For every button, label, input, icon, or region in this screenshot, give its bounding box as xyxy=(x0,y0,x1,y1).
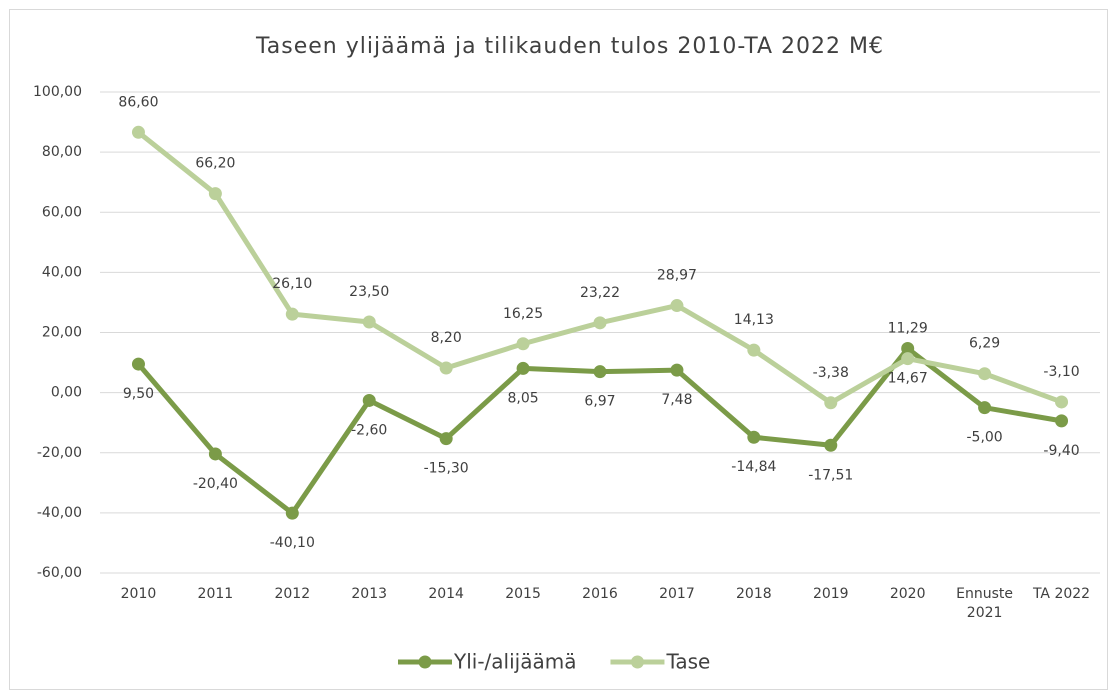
data-label: 16,25 xyxy=(503,306,543,322)
point xyxy=(362,393,376,407)
y-tick-label: 100,00 xyxy=(33,84,82,100)
data-label: 7,48 xyxy=(661,392,692,408)
point xyxy=(978,401,992,415)
x-tick-label: 2017 xyxy=(659,586,695,602)
x-tick-label: 2013 xyxy=(351,586,388,602)
data-label: 23,50 xyxy=(349,284,389,300)
point xyxy=(516,337,530,351)
data-label: 8,20 xyxy=(431,330,462,346)
data-label: 28,97 xyxy=(657,268,697,284)
data-label: -9,40 xyxy=(1043,443,1079,459)
y-tick-label: -20,00 xyxy=(37,445,82,461)
data-label: 23,22 xyxy=(580,285,620,301)
y-tick-label: 40,00 xyxy=(42,264,82,280)
x-tick-label: 2015 xyxy=(505,586,541,602)
x-tick-label: 2012 xyxy=(274,586,311,602)
point xyxy=(593,316,607,330)
x-tick-label: Ennuste 2021 xyxy=(956,586,1014,621)
point xyxy=(208,187,222,201)
data-label: -15,30 xyxy=(424,461,469,477)
x-tick-label: 2010 xyxy=(120,586,157,602)
x-tick-label: 2019 xyxy=(812,586,849,602)
legend-marker xyxy=(418,655,432,669)
y-tick-label: 20,00 xyxy=(42,325,82,341)
y-tick-label: -60,00 xyxy=(37,565,82,581)
y-tick-label: -40,00 xyxy=(37,505,82,521)
data-label: 11,29 xyxy=(888,321,928,337)
data-label: 9,50 xyxy=(123,386,154,402)
data-label: 14,67 xyxy=(888,371,928,387)
y-tick-label: 80,00 xyxy=(42,144,82,160)
x-tick-label: 2016 xyxy=(582,586,618,602)
chart-frame xyxy=(9,9,1108,690)
data-label: 6,97 xyxy=(584,394,615,410)
data-label: 6,29 xyxy=(969,336,1000,352)
point xyxy=(285,506,299,520)
point xyxy=(670,363,684,377)
y-tick-label: 60,00 xyxy=(42,204,82,220)
data-label: -14,84 xyxy=(731,459,776,475)
point xyxy=(670,299,684,313)
x-tick-label: 2011 xyxy=(197,586,234,602)
point xyxy=(824,438,838,452)
x-tick-label: 2014 xyxy=(428,586,464,602)
data-label: -17,51 xyxy=(808,467,853,483)
data-label: 86,60 xyxy=(118,94,158,110)
point xyxy=(901,352,915,366)
data-label: -3,38 xyxy=(813,365,849,381)
point xyxy=(439,361,453,375)
point xyxy=(593,365,607,379)
point xyxy=(131,357,145,371)
data-label: -40,10 xyxy=(270,535,315,551)
point xyxy=(362,315,376,329)
point xyxy=(978,367,992,381)
point xyxy=(285,307,299,321)
x-tick-label: 2020 xyxy=(889,586,926,602)
chart-title: Taseen ylijäämä ja tilikauden tulos 2010… xyxy=(255,34,884,59)
point xyxy=(747,343,761,357)
point xyxy=(516,361,530,375)
point xyxy=(1055,395,1069,409)
data-label: -3,10 xyxy=(1043,364,1079,380)
point xyxy=(208,447,222,461)
data-label: 8,05 xyxy=(507,390,538,406)
point xyxy=(1055,414,1069,428)
data-label: -20,40 xyxy=(193,476,238,492)
x-tick-label: 2018 xyxy=(736,586,772,602)
point xyxy=(824,396,838,410)
legend-marker xyxy=(630,655,644,669)
legend-label: Tase xyxy=(665,650,710,674)
y-tick-label: 0,00 xyxy=(51,385,82,401)
data-label: -5,00 xyxy=(966,430,1002,446)
data-label: -2,60 xyxy=(351,422,387,438)
point xyxy=(439,432,453,446)
data-label: 66,20 xyxy=(195,156,235,172)
point xyxy=(901,342,915,356)
x-tick-label: TA 2022 xyxy=(1032,586,1091,602)
legend-label: Yli-/alijäämä xyxy=(453,650,576,674)
data-label: 14,13 xyxy=(734,312,774,328)
point xyxy=(131,125,145,139)
point xyxy=(747,430,761,444)
data-label: 26,10 xyxy=(272,276,312,292)
